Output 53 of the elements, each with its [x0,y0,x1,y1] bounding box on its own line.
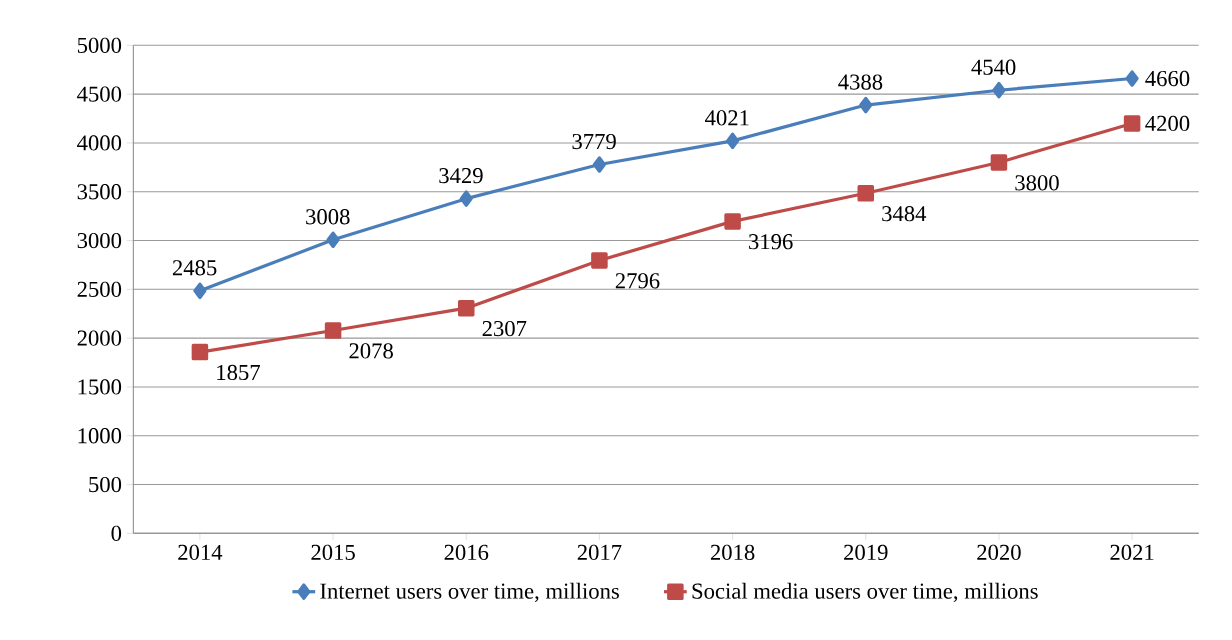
data-label: 1857 [217,364,260,381]
point [859,96,873,114]
y-tick-label: 1000 [78,428,122,444]
point [992,81,1006,99]
point [457,299,475,317]
x-tick-label: 2014 [178,544,223,561]
data-label: 3484 [882,206,927,222]
x-tick-label: 2016 [444,544,489,561]
y-tick-label: 3500 [77,184,122,200]
x-tick-label: 2020 [977,544,1021,561]
data-label: 2485 [172,260,217,276]
data-label: 4388 [838,74,883,90]
data-label: 2307 [482,320,527,337]
point [591,252,608,269]
y-tick-label: 4000 [77,135,122,151]
y-tick-label: 4500 [77,86,122,102]
data-label: 3429 [439,168,483,184]
data-label: 4021 [705,110,749,126]
point [857,185,875,202]
data-label: 2078 [349,343,393,359]
data-label: 3779 [572,133,616,150]
point [724,213,741,230]
y-tick-label: 500 [89,476,122,493]
point [990,154,1008,171]
x-tick-label: 2018 [710,544,755,561]
point [193,282,207,300]
data-label: 4660 [1145,70,1190,87]
legend-label: Internet users over time, millions [320,582,619,603]
y-tick-label: 3000 [77,232,122,249]
y-tick-label: 5000 [77,37,122,53]
point [191,343,209,361]
x-tick-label: 2019 [844,544,888,561]
point [459,190,473,207]
data-label: 2796 [615,273,660,289]
point [725,132,740,150]
y-tick-label: 0 [111,525,122,541]
data-label: 3800 [1015,175,1059,191]
legend-label: Social media users over time, millions [692,582,1038,603]
x-tick-label: 2017 [577,544,622,561]
point [1125,70,1139,87]
data-label: 4200 [1145,115,1190,132]
point [1123,115,1141,132]
point [326,231,340,249]
data-label: 4540 [971,59,1016,75]
data-label: 3196 [749,234,793,250]
y-tick-label: 1500 [78,379,122,395]
point [592,156,607,173]
x-tick-label: 2021 [1110,544,1154,561]
y-tick-label: 2500 [77,281,122,297]
point [324,322,342,339]
data-label: 3008 [306,209,350,225]
x-tick-label: 2015 [311,544,355,561]
y-tick-label: 2000 [77,330,122,346]
